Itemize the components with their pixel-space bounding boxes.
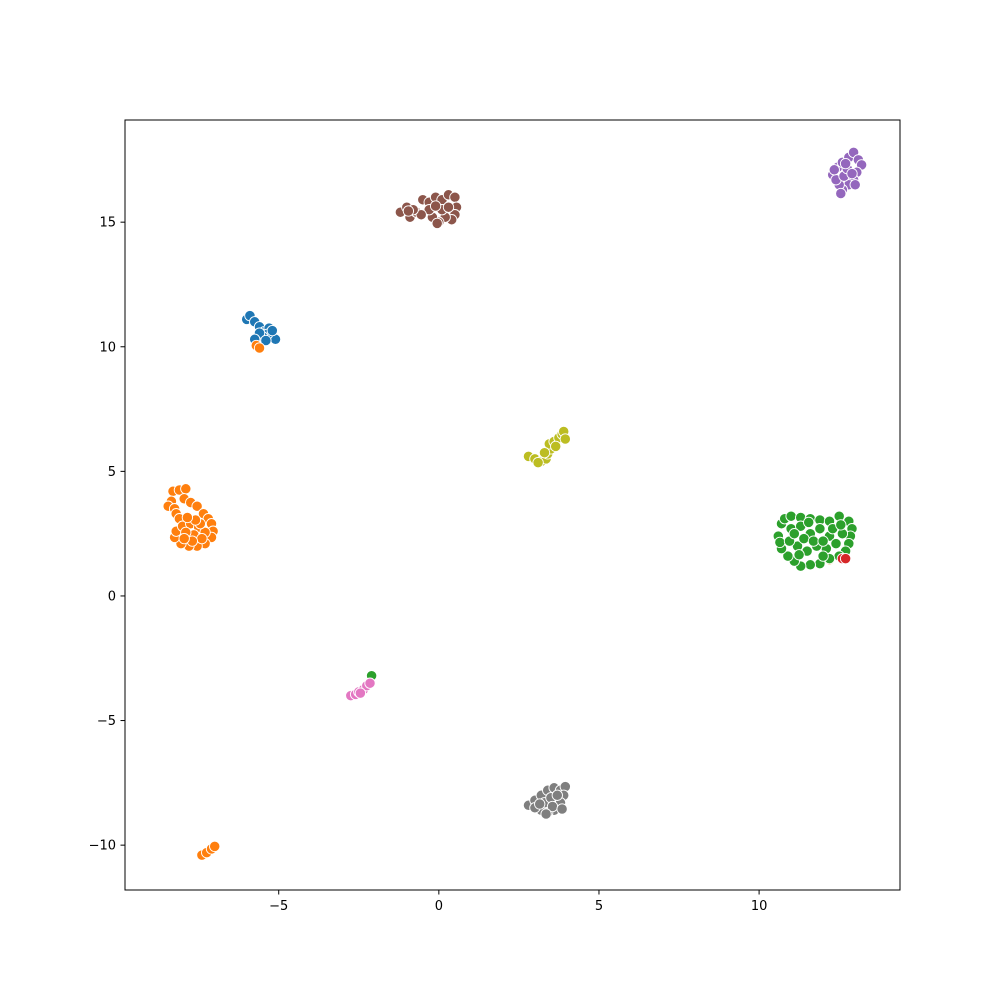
series-8 [522,425,571,469]
y-tick-label: −5 [97,714,116,729]
data-point [782,550,794,562]
data-point [774,536,786,549]
x-tick-label: 10 [751,899,768,914]
data-point [178,532,190,545]
data-point [532,456,544,469]
data-point [846,167,858,180]
data-point [835,187,847,200]
data-point [788,528,800,540]
data-point [415,209,427,221]
data-point [181,511,194,524]
points-layer [162,146,868,861]
x-tick-label: 5 [595,899,603,914]
data-point [253,342,266,354]
data-point [849,179,861,191]
series-1 [162,339,836,861]
plot-area [124,119,901,891]
data-point [180,483,192,495]
axes-frame [124,119,901,891]
series-4 [827,146,868,200]
y-tick-label: 10 [99,340,116,355]
data-point [804,559,816,571]
data-point [540,808,552,820]
y-tick-label: 0 [108,589,116,604]
data-point [839,552,852,565]
series-6 [345,677,376,702]
data-point [534,798,546,810]
x-axis: −5 0 5 10 [269,890,767,914]
data-point [793,549,805,561]
data-point [209,840,221,853]
data-point [402,205,415,217]
y-tick-label: 15 [99,216,116,231]
series-3 [836,552,852,565]
data-point [559,433,571,445]
data-point [354,687,367,699]
data-point [196,532,208,545]
data-point [442,201,455,213]
data-point [814,523,826,535]
data-point [556,803,568,815]
data-point [431,217,443,230]
data-point [798,532,810,545]
data-point [538,447,551,459]
series-7 [522,780,571,820]
y-tick-label: −10 [89,839,116,854]
series-2 [365,510,858,682]
series-5 [394,189,463,230]
data-point [803,516,815,529]
data-point [550,440,562,453]
data-point [839,157,852,170]
data-point [260,334,272,347]
data-point [817,535,829,547]
data-point [807,535,820,547]
data-point [429,200,442,212]
data-point [828,164,840,176]
y-tick-label: 5 [108,465,116,480]
data-point [817,550,829,562]
data-point [364,677,376,689]
data-point [191,500,203,512]
data-point [266,324,278,337]
data-point [830,537,842,550]
data-point [551,789,563,801]
x-tick-label: −5 [269,899,288,914]
data-point [785,510,797,522]
y-axis: −10 −5 0 5 10 15 [89,216,125,854]
data-point [449,191,461,203]
x-tick-label: 0 [435,899,443,914]
data-point [835,519,847,531]
